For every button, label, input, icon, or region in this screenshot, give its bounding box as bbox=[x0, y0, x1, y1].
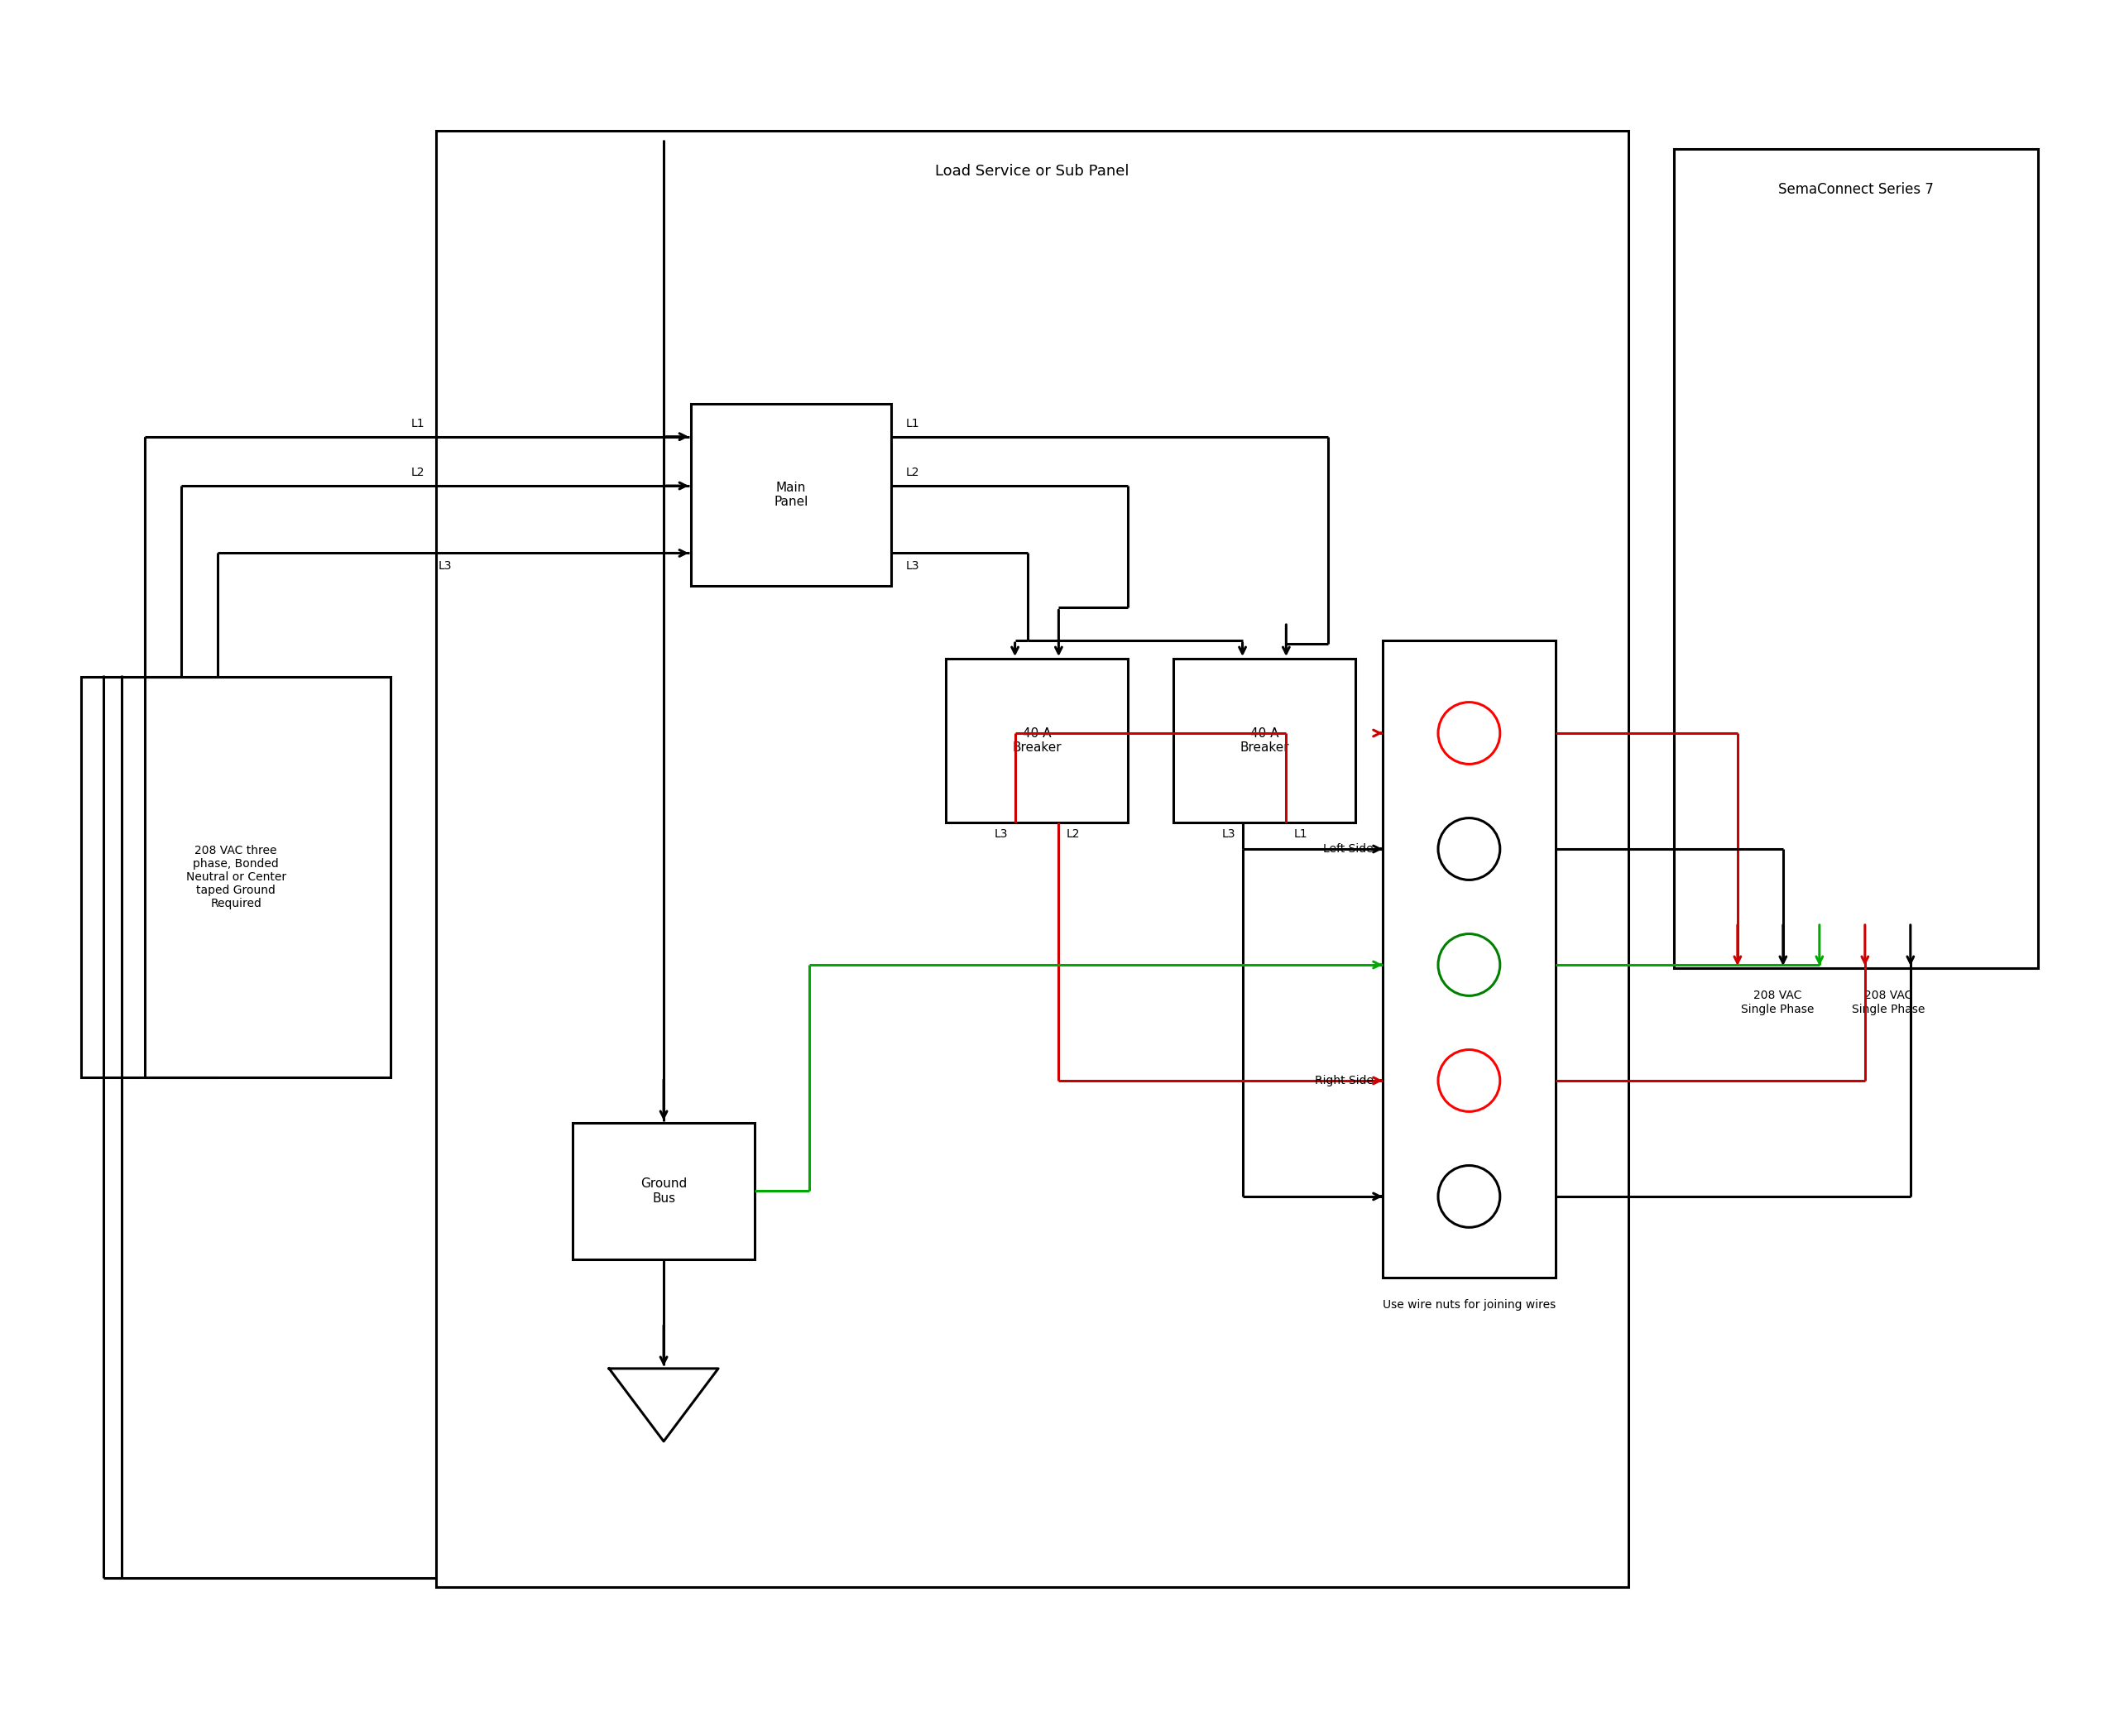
Bar bbox=[1173, 658, 1355, 823]
Text: L3: L3 bbox=[439, 561, 452, 571]
Text: L3: L3 bbox=[994, 828, 1009, 840]
Text: Main
Panel: Main Panel bbox=[774, 481, 808, 509]
Text: 208 VAC three
phase, Bonded
Neutral or Center
taped Ground
Required: 208 VAC three phase, Bonded Neutral or C… bbox=[186, 844, 287, 910]
Bar bbox=[690, 404, 890, 585]
Text: Ground
Bus: Ground Bus bbox=[641, 1177, 688, 1205]
Text: Use wire nuts for joining wires: Use wire nuts for joining wires bbox=[1382, 1299, 1555, 1311]
Text: 40 A
Breaker: 40 A Breaker bbox=[1013, 727, 1061, 753]
Text: L1: L1 bbox=[905, 418, 920, 429]
Circle shape bbox=[1439, 934, 1500, 996]
Text: Right Side: Right Side bbox=[1315, 1075, 1374, 1087]
Text: 40 A
Breaker: 40 A Breaker bbox=[1241, 727, 1289, 753]
Circle shape bbox=[1439, 818, 1500, 880]
Text: 208 VAC
Single Phase: 208 VAC Single Phase bbox=[1741, 990, 1815, 1016]
Text: L1: L1 bbox=[1293, 828, 1308, 840]
Bar bbox=[1382, 641, 1555, 1278]
Bar bbox=[437, 130, 1629, 1587]
Text: L3: L3 bbox=[905, 561, 920, 571]
Bar bbox=[945, 658, 1129, 823]
Text: Left Side: Left Side bbox=[1323, 844, 1374, 854]
Text: L2: L2 bbox=[905, 467, 920, 479]
Bar bbox=[572, 1123, 755, 1259]
Text: SemaConnect Series 7: SemaConnect Series 7 bbox=[1779, 182, 1933, 196]
Text: L3: L3 bbox=[1222, 828, 1234, 840]
Text: L2: L2 bbox=[411, 467, 424, 479]
Text: 208 VAC
Single Phase: 208 VAC Single Phase bbox=[1853, 990, 1924, 1016]
Circle shape bbox=[1439, 1050, 1500, 1111]
Text: Load Service or Sub Panel: Load Service or Sub Panel bbox=[935, 163, 1129, 179]
Text: L1: L1 bbox=[411, 418, 424, 429]
Bar bbox=[82, 677, 390, 1078]
Circle shape bbox=[1439, 1165, 1500, 1227]
Circle shape bbox=[1439, 701, 1500, 764]
Text: L2: L2 bbox=[1066, 828, 1080, 840]
Bar bbox=[1673, 149, 2038, 969]
